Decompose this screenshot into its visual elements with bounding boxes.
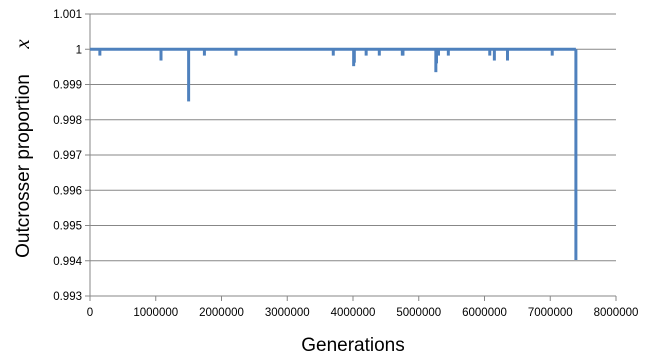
y-tick-label: 0.999 (53, 80, 82, 92)
x-tick-label: 8000000 (594, 307, 639, 319)
x-tick-label: 7000000 (528, 307, 573, 319)
y-tick-label: 0.995 (53, 221, 82, 233)
y-tick-label: 0.993 (53, 291, 82, 303)
y-tick-label: 1 (76, 44, 82, 56)
y-axis-title-group: Outcrosser proportion x (10, 39, 34, 258)
x-tick-label: 1000000 (133, 307, 178, 319)
y-axis-variable: x (10, 39, 34, 50)
y-tick-labels: 0.993 0.994 0.995 0.996 0.997 0.998 0.999 1 1.00… (53, 9, 90, 303)
x-tick-label: 2000000 (199, 307, 244, 319)
x-tick-label: 3000000 (265, 307, 310, 319)
x-tick-label: 5000000 (396, 307, 441, 319)
y-axis-title: Outcrosser proportion (13, 74, 34, 258)
y-tick-label: 0.998 (53, 115, 82, 127)
x-tick-label: 6000000 (462, 307, 507, 319)
x-tick-label: 4000000 (331, 307, 376, 319)
y-tick-label: 1.001 (53, 9, 82, 21)
x-tick-label: 0 (87, 307, 93, 319)
y-tick-label: 0.994 (53, 256, 82, 268)
y-tick-label: 0.997 (53, 150, 82, 162)
x-axis-title: Generations (301, 335, 405, 356)
y-tick-label: 0.996 (53, 185, 82, 197)
series-outcrosser-proportion (90, 47, 578, 261)
x-tick-labels: 0 1000000 2000000 3000000 4000000 5000000 6000… (87, 296, 639, 319)
